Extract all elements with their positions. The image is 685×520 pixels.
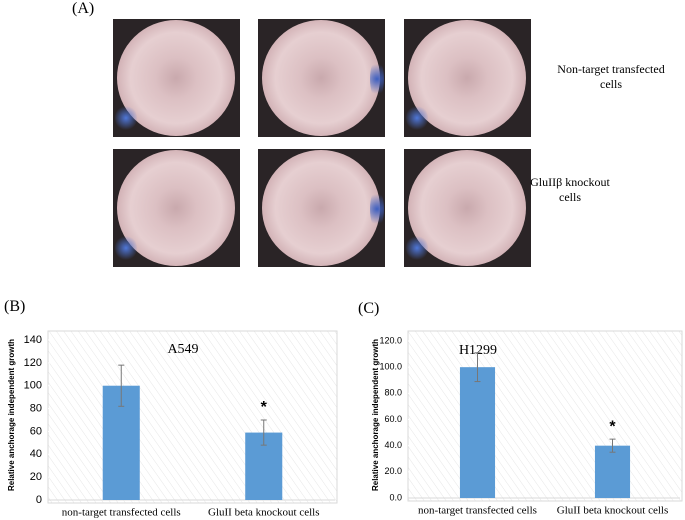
y-tick-label: 0 <box>36 494 42 506</box>
panel-label: (A) <box>72 0 95 17</box>
error-bar <box>609 438 616 453</box>
y-tick-label: 120 <box>24 357 42 369</box>
y-tick-label: 40.0 <box>384 440 402 450</box>
y-tick-label: 120.0 <box>379 335 402 345</box>
x-tick-label: non-target transfected cells <box>62 507 181 519</box>
y-tick-label: 100.0 <box>379 362 402 372</box>
photo <box>258 149 385 267</box>
photo <box>404 19 531 137</box>
x-tick-label: GluII beta knockout cells <box>208 507 320 519</box>
y-tick-label: 40 <box>30 448 42 460</box>
row-label: GluIIβ knockout cells <box>530 175 610 204</box>
chart-title: H1299 <box>459 343 497 358</box>
photo <box>113 19 240 137</box>
panel-label: (C) <box>358 300 380 317</box>
y-tick-label: 100 <box>24 380 42 392</box>
y-tick-label: 60 <box>30 425 42 437</box>
y-tick-label: 20 <box>30 471 42 483</box>
error-bar <box>260 419 267 446</box>
bar <box>459 367 496 498</box>
annotation: * <box>609 418 616 435</box>
error-bar <box>118 364 125 407</box>
panel-label: (B) <box>4 298 26 315</box>
plot-background <box>407 330 683 502</box>
error-bar <box>474 352 481 383</box>
y-tick-label: 80.0 <box>384 388 402 398</box>
x-tick-label: non-target transfected cells <box>418 505 537 517</box>
bar <box>594 445 631 498</box>
annotation: * <box>261 399 268 416</box>
photo <box>258 19 385 137</box>
photo <box>404 149 531 267</box>
y-tick-label: 0.0 <box>389 492 402 502</box>
y-tick-label: 60.0 <box>384 414 402 424</box>
plot-background <box>47 330 338 504</box>
x-tick-label: GluII beta knockout cells <box>557 505 669 517</box>
y-tick-label: 20.0 <box>384 466 402 476</box>
row-label: Non-target transfected cells <box>557 62 665 91</box>
photo <box>113 149 240 267</box>
y-tick-label: 140 <box>24 334 42 346</box>
chart-title: A549 <box>167 342 198 357</box>
y-tick-label: 80 <box>30 402 42 414</box>
